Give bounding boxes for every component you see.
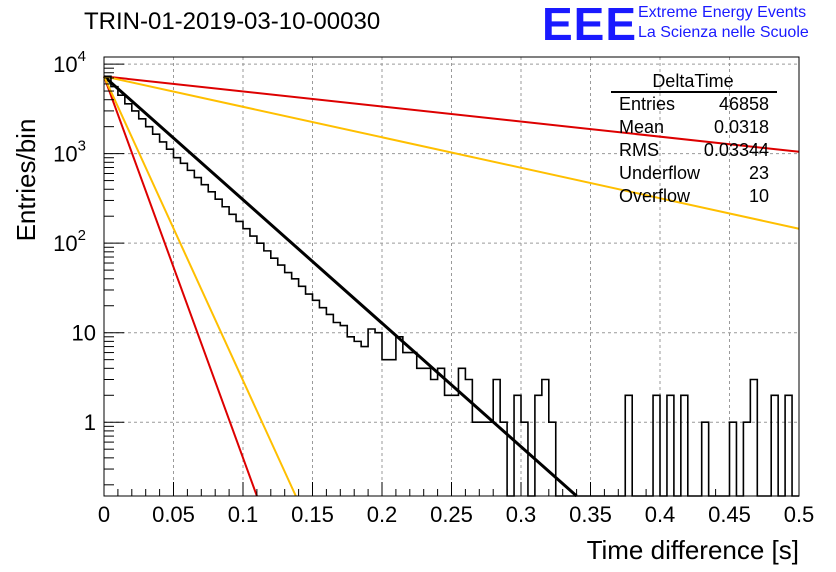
fit-curve [103,75,258,497]
stats-label-mean: Mean [619,117,664,137]
x-tick-labels: 0 0.05 0.1 0.15 0.2 0.25 0.3 0.35 0.4 0.45 0.5 [98,502,814,527]
y-axis-title: Entries/bin [11,119,41,242]
x-tick-label: 0.05 [152,502,195,527]
chart-title: TRIN-01-2019-03-10-00030 [84,8,381,35]
x-tick-label: 0.45 [708,502,751,527]
y-tick-label: 104 [53,48,86,77]
x-axis-title: Time difference [s] [587,535,799,565]
y-tick-label: 10 [72,321,96,346]
stats-label-overflow: Overflow [619,186,691,206]
stats-label-rms: RMS [619,140,659,160]
logo-line-2: La Scienza nelle Scuole [638,24,809,41]
grid [103,57,800,496]
fit-curve [103,75,800,153]
y-tick-exponent: 3 [78,138,86,155]
fit-curve [103,75,297,497]
fit-curve [103,75,578,498]
logo-line-1: Extreme Energy Events [638,4,807,21]
histogram [104,75,799,497]
x-tick-label: 0.1 [228,502,259,527]
stats-label-underflow: Underflow [619,163,701,183]
x-tick-label: 0.25 [430,502,473,527]
axis-ticks [103,63,800,496]
stats-name: DeltaTime [652,71,733,91]
x-tick-label: 0.35 [569,502,612,527]
logo-mark: EEE [542,0,638,50]
x-tick-label: 0.4 [645,502,676,527]
stats-value-entries: 46858 [719,94,769,114]
stats-box: DeltaTime Entries 46858 Mean 0.0318 RMS … [611,71,777,206]
histogram-outline [104,75,799,497]
fit-curve [103,75,800,230]
x-tick-label: 0.15 [291,502,334,527]
stats-value-rms: 0.03344 [704,140,769,160]
x-tick-label: 0 [98,502,110,527]
y-tick-label: 103 [53,138,86,167]
y-tick-exponent: 4 [78,48,86,65]
stats-label-entries: Entries [619,94,675,114]
stats-value-mean: 0.0318 [714,117,769,137]
stats-value-overflow: 10 [749,186,769,206]
x-tick-label: 0.2 [367,502,398,527]
fit-curves [103,75,800,498]
y-tick-label: 102 [53,227,86,256]
y-tick-label: 1 [84,410,96,435]
stats-value-underflow: 23 [749,163,769,183]
y-tick-labels: 1 10 102 103 104 [53,48,96,435]
y-tick-exponent: 2 [78,227,86,244]
x-tick-label: 0.3 [506,502,537,527]
x-tick-label: 0.5 [784,502,815,527]
